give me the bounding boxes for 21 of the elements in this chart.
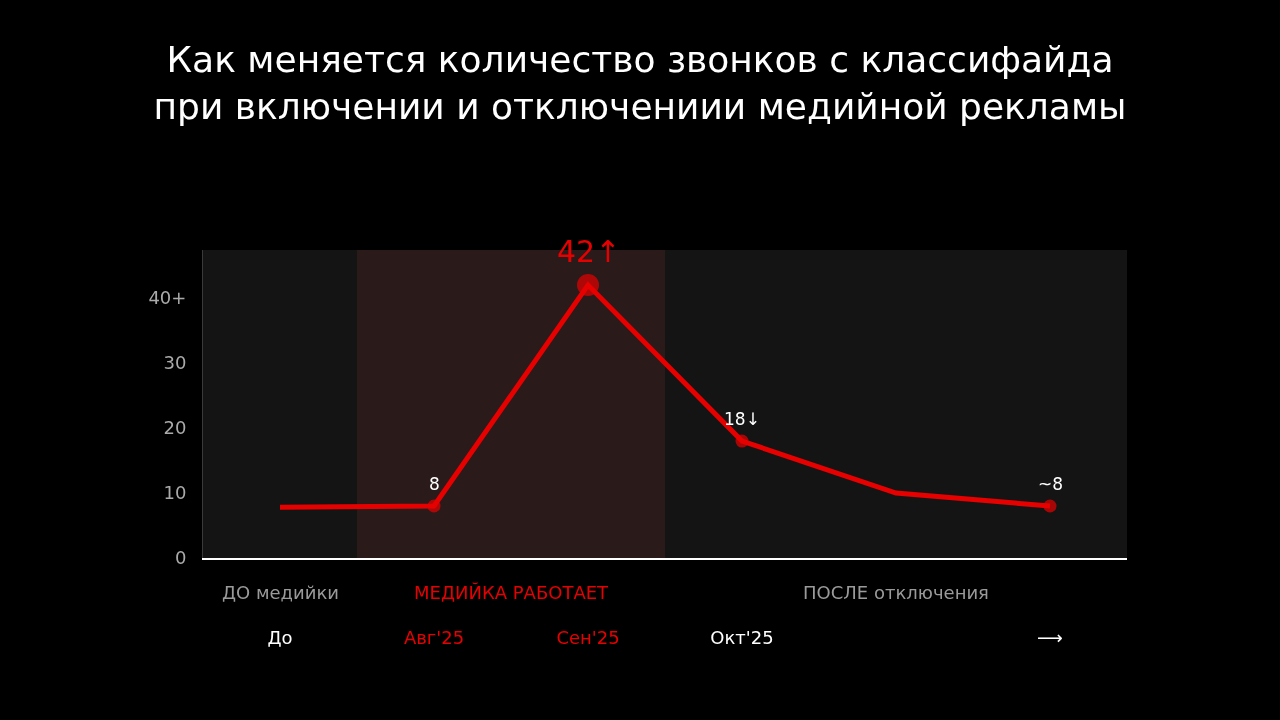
y-tick-label: 0 bbox=[174, 547, 187, 569]
y-tick-label: 20 bbox=[163, 417, 187, 439]
data-label: 42↑ bbox=[557, 234, 621, 269]
data-label: ~8 bbox=[1038, 474, 1064, 494]
data-label: 8 bbox=[429, 474, 440, 494]
chart-title: Как меняется количество звонков с классифайда при включении и отключениии медийной рекламы bbox=[153, 39, 1127, 127]
band-label: ДО медийки bbox=[222, 582, 340, 603]
y-tick-label: 30 bbox=[163, 352, 187, 374]
y-tick-label: 40+ bbox=[148, 287, 187, 309]
x-tick-label: ⟶ bbox=[1037, 626, 1063, 648]
y-tick-label: 10 bbox=[163, 482, 187, 504]
x-tick-label: Окт'25 bbox=[710, 626, 774, 648]
x-tick-label: Сен'25 bbox=[556, 626, 620, 648]
point bbox=[427, 499, 441, 513]
band-label: МЕДИЙКА РАБОТАЕТ bbox=[414, 582, 610, 603]
data-label: 18↓ bbox=[724, 409, 760, 429]
point bbox=[1043, 499, 1057, 513]
x-tick-label: До bbox=[267, 626, 293, 648]
band-label: ПОСЛЕ отключения bbox=[803, 582, 989, 603]
x-tick-label: Авг'25 bbox=[403, 626, 465, 648]
point bbox=[735, 434, 749, 448]
